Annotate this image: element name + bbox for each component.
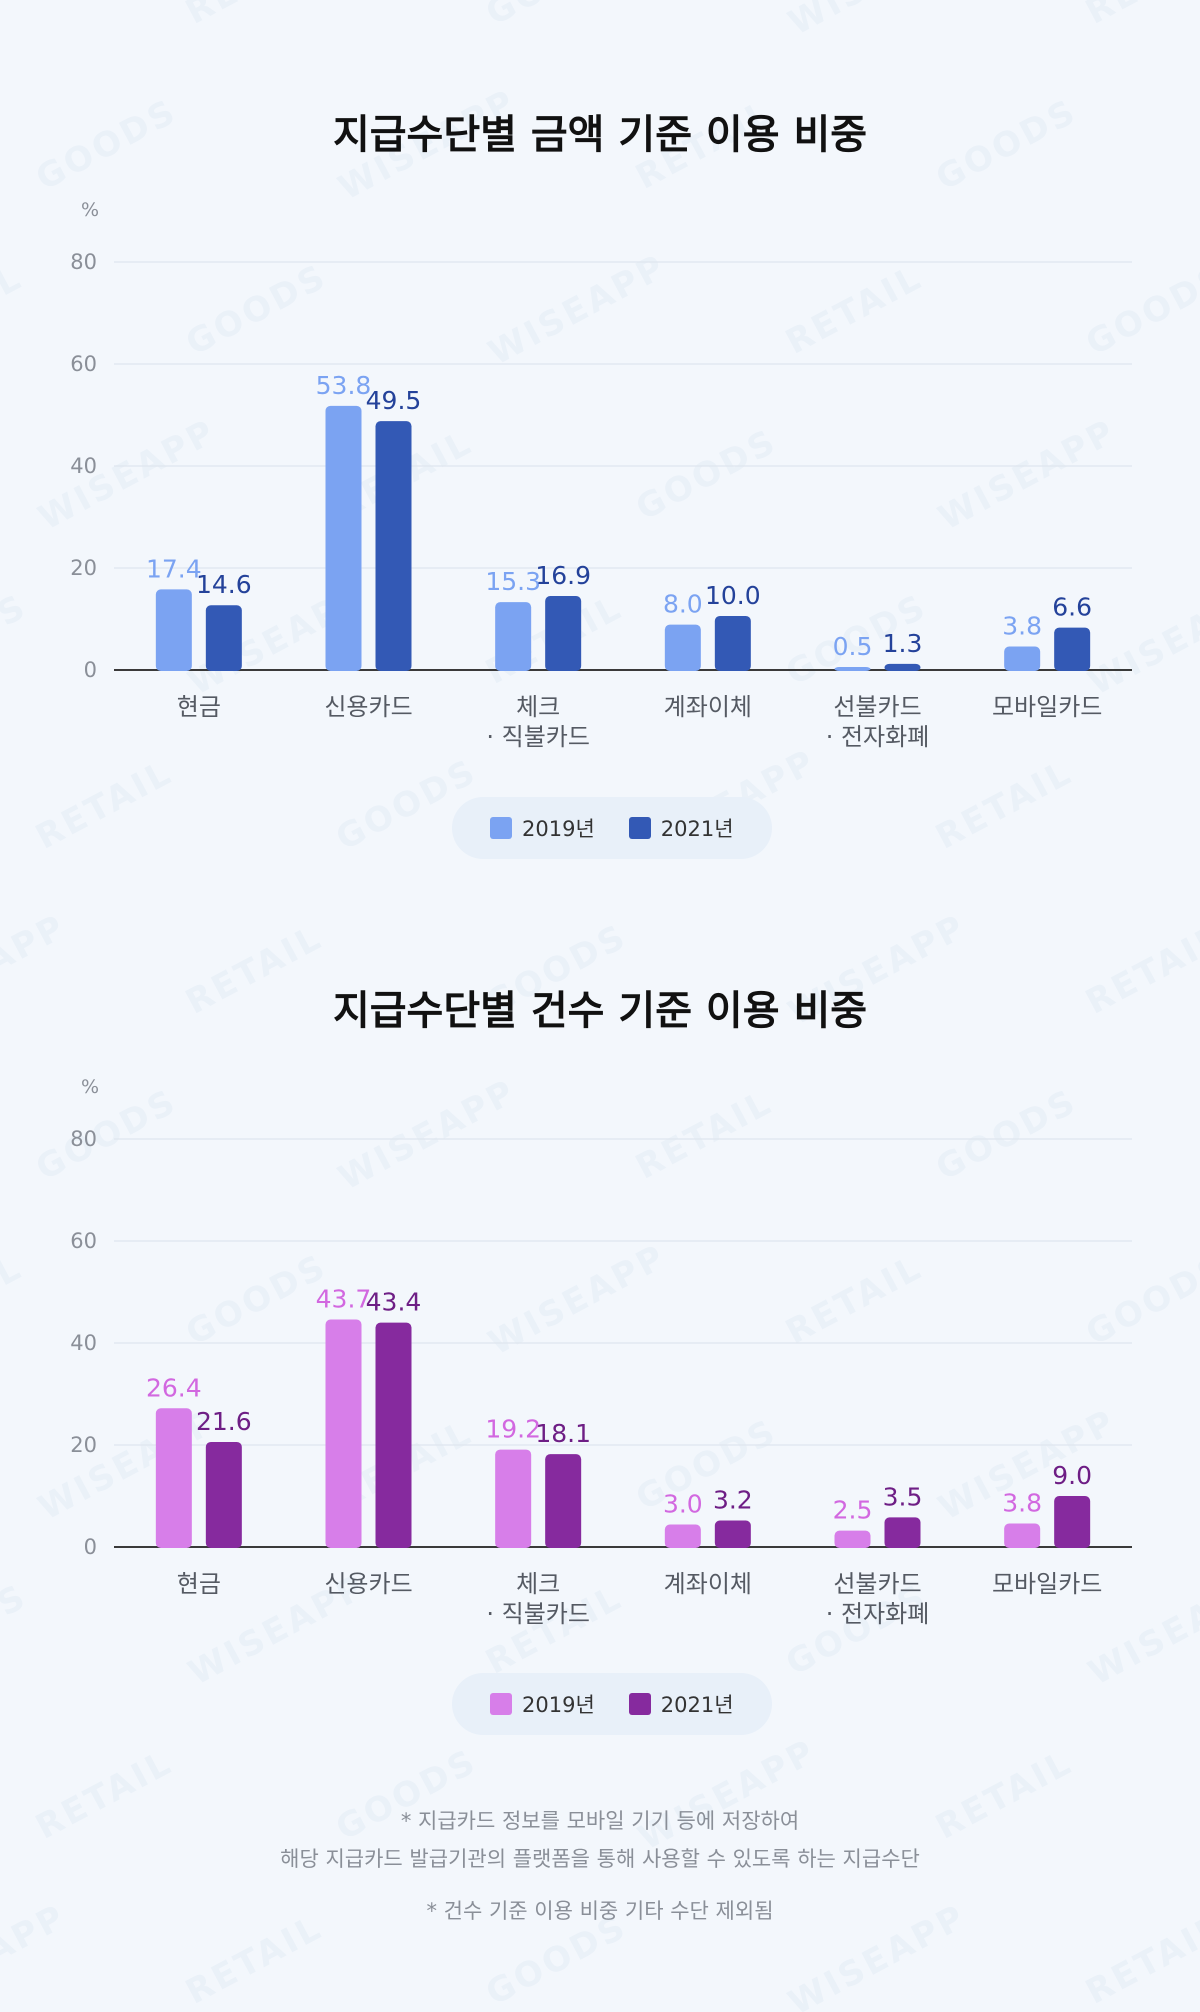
data-label-2021: 49.5	[366, 386, 422, 415]
data-label-2021: 16.9	[535, 561, 591, 590]
bar-2021	[884, 1517, 921, 1548]
chart-title-count: 지급수단별 건수 기준 이용 비중	[332, 988, 868, 1034]
x-category-label: 계좌이체	[664, 693, 752, 721]
y-tick-label: 0	[84, 1535, 97, 1559]
bar-2019	[495, 602, 532, 671]
footnote-line-3: * 건수 기준 이용 비중 기타 수단 제외됨	[426, 1899, 774, 1923]
x-category-label: 현금	[177, 693, 221, 721]
data-label-2019: 19.2	[485, 1415, 541, 1444]
bar-2021	[545, 1454, 582, 1548]
legend-item-2019: 2019년	[490, 813, 595, 843]
x-category-label: 체크	[516, 693, 560, 721]
footnote-line-1: * 지급카드 정보를 모바일 기기 등에 저장하여	[400, 1809, 800, 1833]
footnotes: * 지급카드 정보를 모바일 기기 등에 저장하여 해당 지급카드 발급기관의 …	[0, 1802, 1200, 1930]
bar-2021	[714, 1520, 751, 1548]
bar-2019	[1004, 1523, 1041, 1548]
legend-item-2021: 2021년	[628, 813, 734, 843]
amount-chart-legend: 2019년 2021년	[452, 797, 772, 859]
bar-2021	[714, 615, 751, 671]
legend-swatch-2021	[628, 1693, 651, 1715]
legend-swatch-2021	[628, 817, 651, 839]
data-label-2019: 53.8	[316, 371, 372, 400]
x-category-label: 신용카드	[324, 1570, 412, 1598]
amount-bar-chart: % 0 20 40 60 80 17.414.6 현금 53.849.5 신용카드 15.316.9…	[70, 199, 1132, 751]
y-tick-label: 60	[70, 352, 97, 376]
data-label-2021: 3.5	[883, 1482, 923, 1511]
data-label-2019: 8.0	[663, 590, 703, 619]
data-label-2021: 43.4	[366, 1288, 422, 1317]
bar-2021	[375, 1322, 412, 1548]
x-category-label: 모바일카드	[992, 693, 1102, 721]
data-label-2021: 14.6	[196, 570, 252, 599]
data-label-2021: 3.2	[713, 1485, 753, 1514]
x-category-label: 선불카드	[833, 693, 921, 721]
bar-2019	[325, 405, 362, 671]
legend-label-2019: 2019년	[522, 1693, 595, 1717]
count-bar-chart: % 0 20 40 60 80 26.4 21.6 현금 43.743.4 신용카드 19.218.1…	[70, 1076, 1132, 1628]
bar-2019	[1004, 646, 1041, 671]
y-tick-label: 80	[70, 1127, 97, 1151]
bar-2019	[155, 589, 192, 671]
x-category-label: · 전자화폐	[826, 1600, 930, 1628]
y-axis-unit-label: %	[81, 1076, 99, 1098]
x-category-label: 선불카드	[833, 1570, 921, 1598]
y-tick-label: 20	[70, 1433, 97, 1457]
data-label-2021: 6.6	[1052, 593, 1092, 622]
legend-item-2019: 2019년	[490, 1689, 595, 1719]
data-label-2019: 0.5	[833, 632, 873, 661]
legend-label-2021: 2021년	[660, 817, 734, 841]
bar-2019	[664, 1524, 701, 1548]
bar-2021	[1054, 627, 1091, 671]
bar-2019	[834, 1530, 871, 1548]
data-label-2019: 3.0	[663, 1490, 703, 1519]
y-tick-label: 40	[70, 1331, 97, 1355]
y-tick-label: 40	[70, 454, 97, 478]
data-label-2019: 26.4	[146, 1373, 202, 1402]
data-label-2019: 3.8	[1002, 1489, 1042, 1518]
x-category-label: 체크	[516, 1570, 560, 1598]
x-category-label: 계좌이체	[664, 1570, 752, 1598]
bar-2019	[834, 667, 871, 671]
bar-2021	[205, 605, 242, 671]
y-tick-label: 20	[70, 556, 97, 580]
y-axis-unit-label: %	[81, 199, 99, 221]
x-category-label: · 직불카드	[486, 1600, 590, 1628]
legend-swatch-2019	[490, 817, 512, 839]
bar-2019	[155, 1408, 192, 1548]
x-category-label: 신용카드	[324, 693, 412, 721]
legend-label-2019: 2019년	[522, 817, 595, 841]
bar-2019	[664, 624, 701, 671]
legend-swatch-2019	[490, 1693, 512, 1715]
x-category-label: · 직불카드	[486, 723, 590, 751]
bar-2021	[1054, 1496, 1091, 1548]
bar-2019	[325, 1319, 362, 1548]
x-category-label: 모바일카드	[992, 1570, 1102, 1598]
data-label-2019: 15.3	[485, 567, 541, 596]
bar-2021	[205, 1441, 242, 1548]
data-label-2019: 43.7	[316, 1285, 372, 1314]
bar-2021	[884, 663, 921, 671]
bar-2019	[495, 1449, 532, 1548]
data-label-2019: 2.5	[833, 1496, 873, 1525]
count-chart-legend: 2019년 2021년	[452, 1673, 772, 1735]
data-label-2021: 18.1	[535, 1419, 591, 1448]
x-category-label: 현금	[177, 1570, 221, 1598]
legend-label-2021: 2021년	[660, 1693, 734, 1717]
data-label-2019: 3.8	[1002, 612, 1042, 641]
x-category-label: · 전자화폐	[826, 723, 930, 751]
data-label-2021: 9.0	[1052, 1461, 1092, 1490]
data-label-2021: 10.0	[705, 581, 761, 610]
data-label-2019: 17.4	[146, 554, 202, 583]
bar-2021	[375, 421, 412, 671]
bar-2021	[545, 596, 582, 671]
data-label-2021: 21.6	[196, 1407, 252, 1436]
footnote-line-2: 해당 지급카드 발급기관의 플랫폼을 통해 사용할 수 있도록 하는 지급수단	[280, 1847, 920, 1871]
y-tick-label: 0	[84, 658, 97, 682]
legend-item-2021: 2021년	[628, 1689, 734, 1719]
y-tick-label: 60	[70, 1229, 97, 1253]
chart-title-amount: 지급수단별 금액 기준 이용 비중	[332, 112, 868, 158]
y-tick-label: 80	[70, 250, 97, 274]
data-label-2021: 1.3	[883, 629, 923, 658]
